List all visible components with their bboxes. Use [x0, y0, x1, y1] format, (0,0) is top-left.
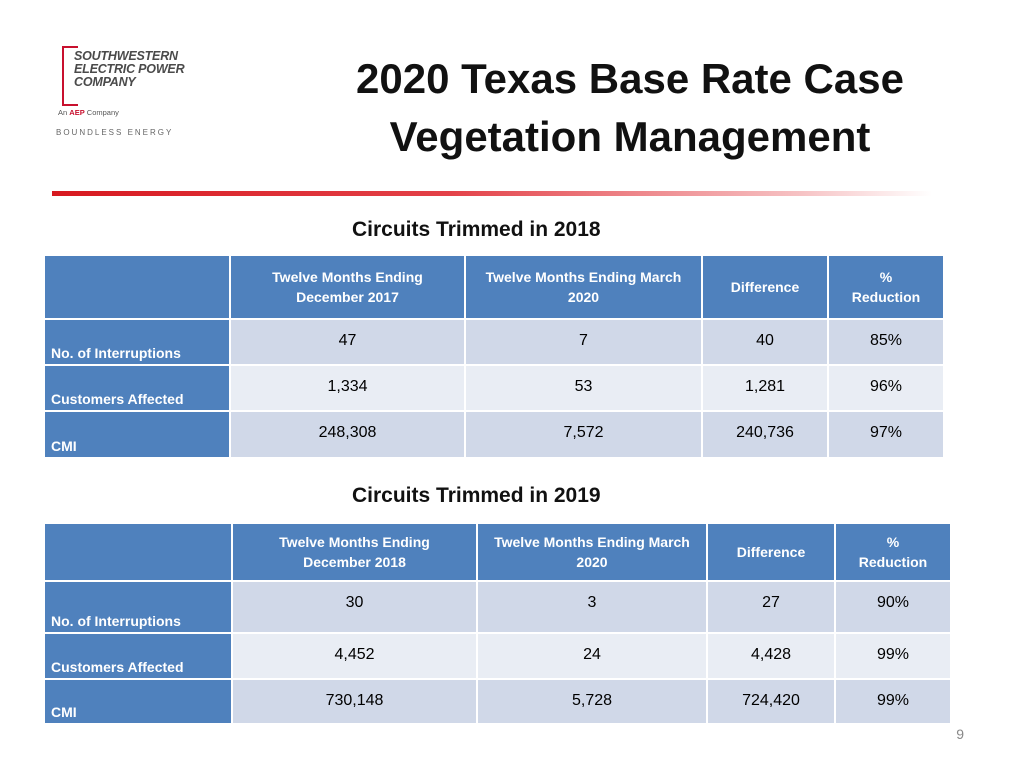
table-cell: 4,428 — [706, 632, 836, 680]
table-cell: 7,572 — [464, 410, 703, 459]
table-cell: 730,148 — [231, 678, 478, 725]
table-cell: 27 — [706, 580, 836, 634]
column-header: Difference — [706, 522, 836, 582]
table-cell: 248,308 — [229, 410, 466, 459]
column-header: % Reduction — [834, 522, 952, 582]
column-header-line: December 2018 — [303, 554, 406, 570]
table-cell: 53 — [464, 364, 703, 412]
table-cell: 40 — [701, 318, 829, 366]
column-header-line: Twelve Months Ending — [272, 269, 423, 285]
table-circuits-2019: Twelve Months Ending December 2018 Twelve … — [43, 522, 952, 725]
column-header: Twelve Months Ending December 2018 — [231, 522, 478, 582]
table-cell: 724,420 — [706, 678, 836, 725]
row-label: Customers Affected — [43, 632, 233, 680]
column-header-line: 2020 — [567, 289, 600, 305]
header-corner-cell — [43, 254, 231, 320]
column-header-line: % — [879, 269, 893, 285]
table-cell: 85% — [827, 318, 945, 366]
column-header-line: Twelve Months Ending March — [494, 534, 690, 550]
table-1-heading: Circuits Trimmed in 2018 — [352, 218, 601, 241]
column-header-line: Twelve Months Ending March — [485, 269, 682, 285]
column-header-line: % — [886, 534, 900, 550]
slide-title-line-1: 2020 Texas Base Rate Case — [356, 55, 904, 102]
table-cell: 1,281 — [701, 364, 829, 412]
column-header-line: Reduction — [858, 554, 928, 570]
column-header-line: December 2017 — [296, 289, 399, 305]
logo-company-name: SOUTHWESTERN ELECTRIC POWER COMPANY — [74, 49, 185, 89]
table-header-row: Twelve Months Ending December 2017 Twelve … — [43, 254, 945, 320]
logo-sub-brand: AEP — [69, 108, 85, 117]
table-row: No. of Interruptions 30 3 27 90% — [43, 580, 952, 634]
row-label: Customers Affected — [43, 364, 231, 412]
table-cell: 30 — [231, 580, 478, 634]
table-row: Customers Affected 1,334 53 1,281 96% — [43, 364, 945, 412]
logo-parent-company: An AEP Company — [58, 108, 119, 117]
table-row: CMI 248,308 7,572 240,736 97% — [43, 410, 945, 459]
slide-title-line-2: Vegetation Management — [389, 113, 871, 160]
table-cell: 24 — [476, 632, 708, 680]
table-cell: 97% — [827, 410, 945, 459]
table-2-heading: Circuits Trimmed in 2019 — [352, 484, 601, 507]
logo-tagline: BOUNDLESS ENERGY — [56, 128, 174, 137]
column-header-line: Twelve Months Ending — [279, 534, 430, 550]
company-logo: SOUTHWESTERN ELECTRIC POWER COMPANY An A… — [52, 44, 222, 144]
table-row: No. of Interruptions 47 7 40 85% — [43, 318, 945, 366]
table-cell: 240,736 — [701, 410, 829, 459]
table-cell: 5,728 — [476, 678, 708, 725]
table-cell: 1,334 — [229, 364, 466, 412]
table-cell: 90% — [834, 580, 952, 634]
table-row: CMI 730,148 5,728 724,420 99% — [43, 678, 952, 725]
table-cell: 99% — [834, 678, 952, 725]
table-cell: 99% — [834, 632, 952, 680]
column-header: % Reduction — [827, 254, 945, 320]
table-row: Customers Affected 4,452 24 4,428 99% — [43, 632, 952, 680]
logo-bracket — [62, 46, 78, 106]
table-cell: 3 — [476, 580, 708, 634]
table-cell: 47 — [229, 318, 466, 366]
page-number: 9 — [956, 726, 964, 742]
row-label: CMI — [43, 410, 231, 459]
column-header: Twelve Months Ending December 2017 — [229, 254, 466, 320]
column-header: Difference — [701, 254, 829, 320]
header-corner-cell — [43, 522, 233, 582]
table-circuits-2018: Twelve Months Ending December 2017 Twelve … — [43, 254, 945, 459]
logo-sub-prefix: An — [58, 108, 68, 117]
table-cell: 4,452 — [231, 632, 478, 680]
logo-line-1: SOUTHWESTERN — [74, 49, 178, 63]
logo-line-3: COMPANY — [74, 75, 136, 89]
table-cell: 7 — [464, 318, 703, 366]
row-label: CMI — [43, 678, 233, 725]
table-header-row: Twelve Months Ending December 2018 Twelve … — [43, 522, 952, 582]
table-cell: 96% — [827, 364, 945, 412]
column-header-line: Reduction — [851, 289, 921, 305]
column-header-line: 2020 — [576, 554, 608, 570]
row-label: No. of Interruptions — [43, 580, 233, 634]
logo-sub-suffix: Company — [86, 108, 119, 117]
column-header: Twelve Months Ending March 2020 — [476, 522, 708, 582]
column-header-line: Difference — [730, 279, 800, 295]
title-divider — [52, 191, 932, 196]
column-header-line: Difference — [736, 544, 806, 560]
row-label: No. of Interruptions — [43, 318, 231, 366]
slide-title: 2020 Texas Base Rate Case Vegetation Man… — [300, 50, 960, 166]
column-header: Twelve Months Ending March 2020 — [464, 254, 703, 320]
logo-line-2: ELECTRIC POWER — [74, 62, 185, 76]
